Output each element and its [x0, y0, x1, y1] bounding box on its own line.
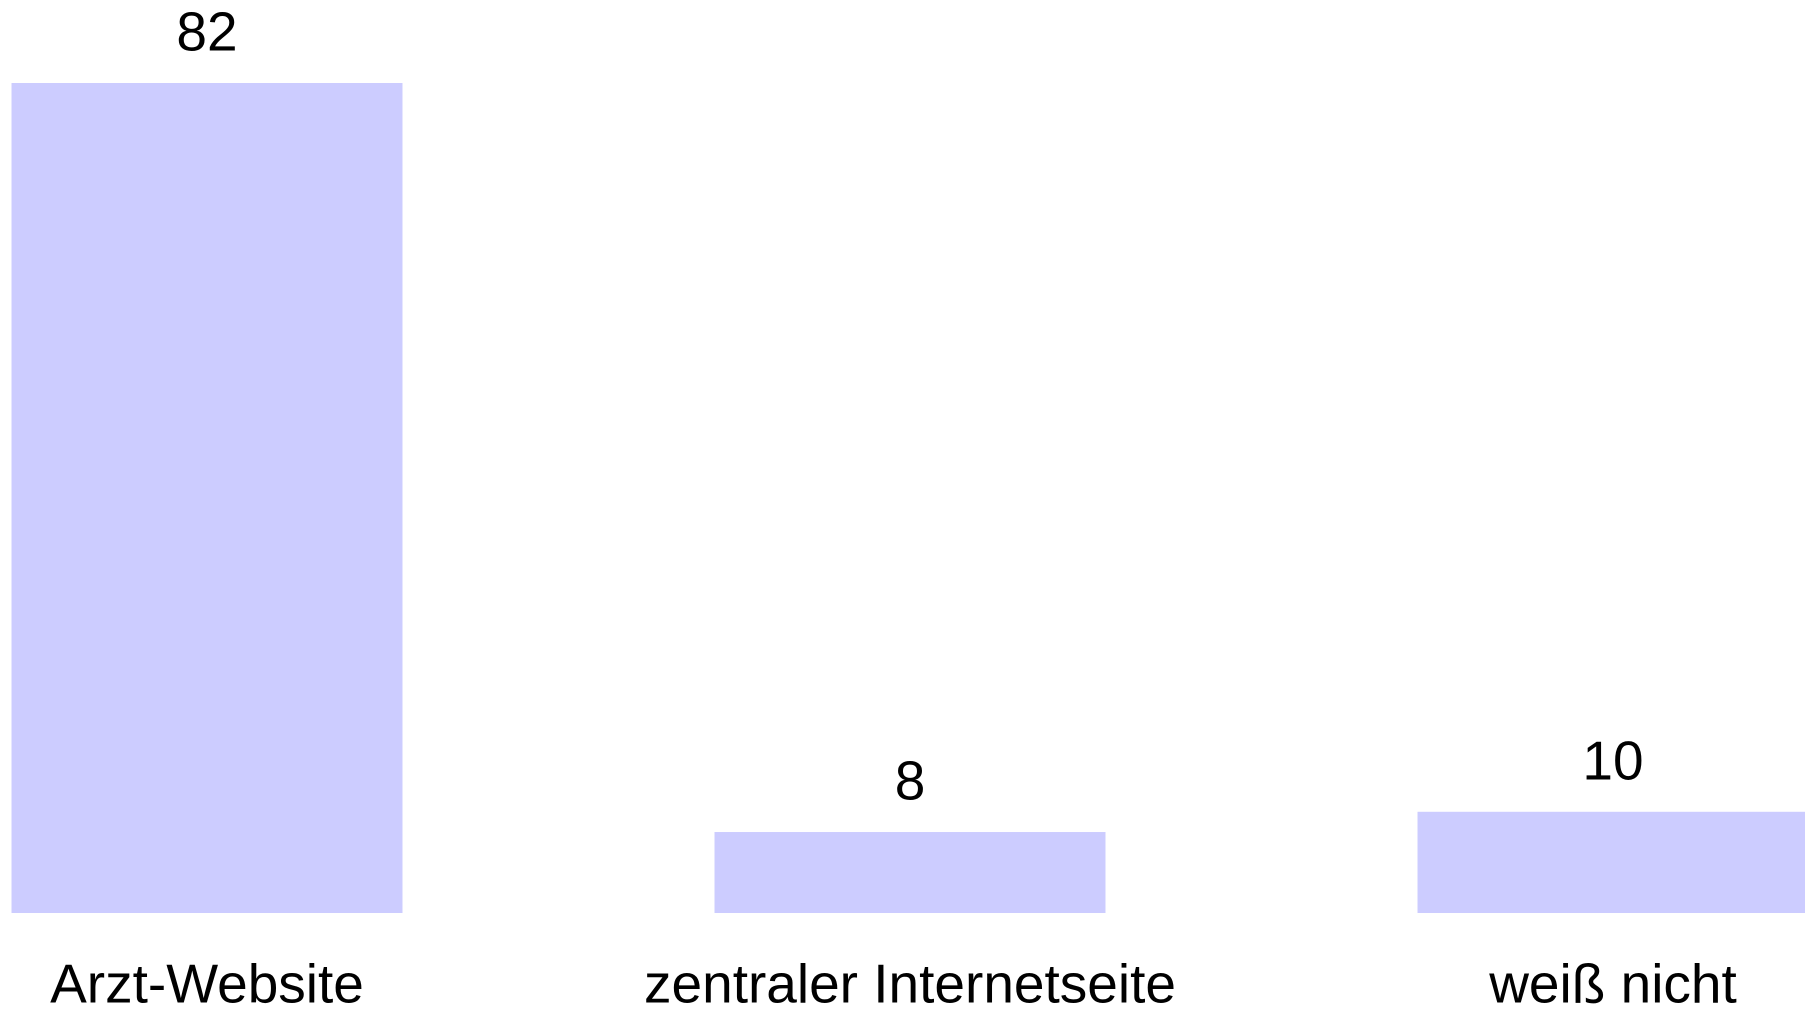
category-label: zentraler Internetseite — [644, 953, 1176, 1015]
category-label: weiß nicht — [1488, 953, 1737, 1015]
bar — [1417, 811, 1805, 913]
value-label: 10 — [1582, 729, 1643, 791]
value-label: 82 — [176, 1, 237, 63]
bar — [11, 83, 403, 913]
category-label: Arzt-Website — [50, 953, 364, 1015]
value-label: 8 — [895, 750, 926, 812]
bar — [714, 832, 1106, 913]
